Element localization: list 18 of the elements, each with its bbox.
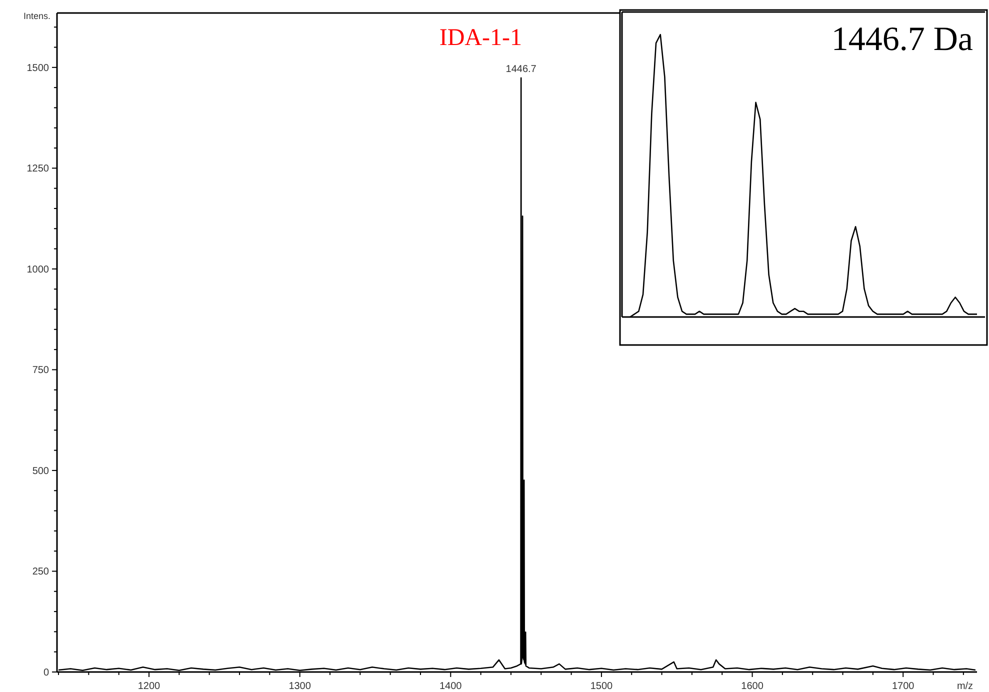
y-axis-title: Intens. (23, 11, 51, 21)
x-tick-label: 1400 (440, 681, 462, 692)
x-tick-label: 1200 (138, 681, 161, 692)
y-tick-label: 1500 (26, 62, 50, 74)
y-tick-label: 1000 (26, 264, 50, 276)
y-tick-label: 750 (32, 365, 50, 376)
y-tick-label: 250 (32, 566, 50, 578)
x-tick-label: 1500 (590, 681, 614, 692)
x-tick-label: 1600 (741, 681, 764, 692)
x-tick-label: 1300 (288, 681, 312, 692)
annotation: 1446.7 (506, 64, 537, 75)
annotation: IDA-1-1 (439, 25, 522, 51)
y-tick-label: 0 (43, 668, 50, 678)
x-tick-label: 1700 (892, 681, 915, 692)
chart-title: 1446.7 Da (831, 21, 973, 58)
y-tick-label: 1250 (26, 164, 50, 175)
x-axis-title: m/z (956, 681, 974, 692)
y-tick-label: 500 (32, 466, 50, 477)
